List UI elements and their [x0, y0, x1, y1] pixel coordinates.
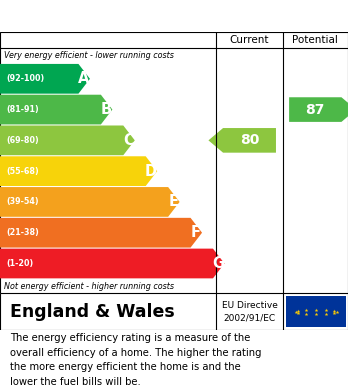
Polygon shape — [0, 249, 224, 278]
Text: EU Directive
2002/91/EC: EU Directive 2002/91/EC — [222, 301, 277, 322]
Text: (69-80): (69-80) — [6, 136, 39, 145]
Text: Not energy efficient - higher running costs: Not energy efficient - higher running co… — [4, 282, 174, 291]
Text: B: B — [101, 102, 112, 117]
Text: F: F — [191, 225, 201, 240]
Text: Potential: Potential — [292, 35, 338, 45]
Polygon shape — [0, 126, 135, 155]
Text: Very energy efficient - lower running costs: Very energy efficient - lower running co… — [4, 51, 174, 60]
Text: (92-100): (92-100) — [6, 74, 45, 83]
Text: The energy efficiency rating is a measure of the
overall efficiency of a home. T: The energy efficiency rating is a measur… — [10, 334, 262, 387]
Polygon shape — [208, 128, 276, 152]
Polygon shape — [0, 218, 202, 248]
Text: Energy Efficiency Rating: Energy Efficiency Rating — [10, 10, 213, 25]
Text: (21-38): (21-38) — [6, 228, 39, 237]
Text: 80: 80 — [240, 133, 259, 147]
Text: (81-91): (81-91) — [6, 105, 39, 114]
Text: A: A — [78, 71, 89, 86]
Polygon shape — [0, 95, 112, 124]
Text: 87: 87 — [306, 102, 325, 117]
Text: G: G — [212, 256, 224, 271]
Text: (39-54): (39-54) — [6, 197, 39, 206]
Bar — [286, 296, 346, 327]
Polygon shape — [0, 187, 180, 217]
Text: (55-68): (55-68) — [6, 167, 39, 176]
Polygon shape — [0, 64, 90, 94]
Text: C: C — [123, 133, 134, 148]
Polygon shape — [289, 97, 348, 122]
Text: England & Wales: England & Wales — [10, 303, 175, 321]
Text: E: E — [168, 194, 178, 210]
Text: Current: Current — [230, 35, 269, 45]
Polygon shape — [0, 156, 157, 186]
Text: D: D — [145, 164, 157, 179]
Text: (1-20): (1-20) — [6, 259, 33, 268]
